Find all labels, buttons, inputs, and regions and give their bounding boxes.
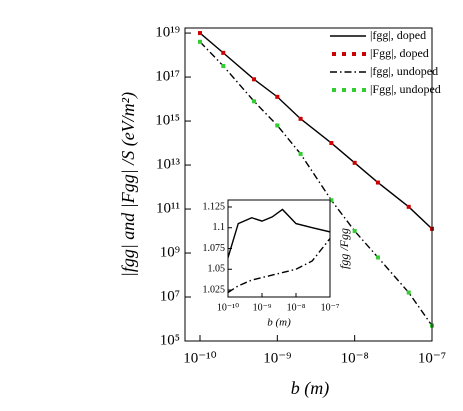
y-tick-label: 1.025 xyxy=(203,284,226,295)
data-point xyxy=(197,31,202,36)
data-point xyxy=(352,229,357,234)
legend-swatch xyxy=(342,88,346,92)
y-axis-label: fgg /Fgg xyxy=(337,228,351,269)
data-point xyxy=(298,116,303,121)
data-point xyxy=(375,255,380,260)
x-tick-label: 10⁻⁸ xyxy=(287,302,306,313)
legend-label: |fgg|, doped xyxy=(370,28,426,42)
y-tick-label: 1.05 xyxy=(208,264,226,275)
data-line xyxy=(228,238,330,294)
y-tick-label: 10¹⁷ xyxy=(155,68,180,84)
data-point xyxy=(406,204,411,209)
legend-swatch xyxy=(332,52,336,56)
data-point xyxy=(275,94,280,99)
legend-swatch xyxy=(332,88,336,92)
y-tick-label: 10¹⁵ xyxy=(155,112,180,128)
y-tick-label: 1.125 xyxy=(203,201,226,212)
chart-1: 1.025 1.05 1.075 1.1 1.125 10⁻¹⁰ 10⁻⁹ 10⁻⁸ 10⁻⁷ b… xyxy=(203,199,351,329)
chart-0: 10⁵ 10⁷ 10⁹ 10¹¹ 10¹³ 10¹⁵ 10¹⁷ 10¹⁹ 10⁻¹⁰ 10⁻⁹ 10… xyxy=(118,25,446,400)
data-point xyxy=(329,141,334,146)
legend-swatch xyxy=(352,52,356,56)
legend-label: |fgg|, undoped xyxy=(370,64,438,78)
y-tick-label: 10¹³ xyxy=(156,156,180,172)
data-line xyxy=(199,41,432,327)
legend-swatch xyxy=(362,52,366,56)
data-point xyxy=(375,180,380,185)
data-point xyxy=(252,99,257,104)
legend-label: |Fgg|, doped xyxy=(370,46,429,60)
legend-swatch xyxy=(342,52,346,56)
legend-swatch xyxy=(352,88,356,92)
data-point xyxy=(221,63,226,68)
x-axis-label: b (m) xyxy=(291,378,330,399)
x-tick-label: 10⁻⁷ xyxy=(418,350,446,366)
x-tick-label: 10⁻⁹ xyxy=(253,302,272,313)
x-tick-label: 10⁻⁹ xyxy=(263,350,291,366)
y-tick-label: 10¹¹ xyxy=(156,200,180,216)
data-point xyxy=(352,160,357,165)
data-point xyxy=(275,123,280,128)
x-tick-label: 10⁻⁷ xyxy=(321,302,340,313)
y-tick-label: 1.075 xyxy=(203,243,226,254)
data-point xyxy=(221,50,226,55)
legend-swatch xyxy=(362,88,366,92)
y-axis-label: |fgg| and |Fgg| /S (eV/m²) xyxy=(118,92,139,277)
data-point xyxy=(197,39,202,44)
legend-label: |Fgg|, undoped xyxy=(370,82,441,96)
x-tick-label: 10⁻¹⁰ xyxy=(217,302,239,313)
plot-frame xyxy=(184,27,433,342)
y-tick-label: 10¹⁹ xyxy=(155,25,180,41)
x-axis-label: b (m) xyxy=(267,317,291,329)
data-point xyxy=(329,198,334,203)
x-tick-label: 10⁻⁸ xyxy=(341,350,369,366)
data-point xyxy=(406,290,411,295)
y-tick-label: 10⁹ xyxy=(160,244,180,260)
x-tick-label: 10⁻¹⁰ xyxy=(183,350,216,366)
y-tick-label: 1.1 xyxy=(213,222,226,233)
data-line xyxy=(228,208,330,258)
data-line xyxy=(199,32,432,230)
inset-background xyxy=(228,200,330,297)
y-tick-label: 10⁷ xyxy=(160,288,180,304)
data-point xyxy=(298,151,303,156)
data-point xyxy=(252,77,257,82)
y-tick-label: 10⁵ xyxy=(160,332,180,348)
